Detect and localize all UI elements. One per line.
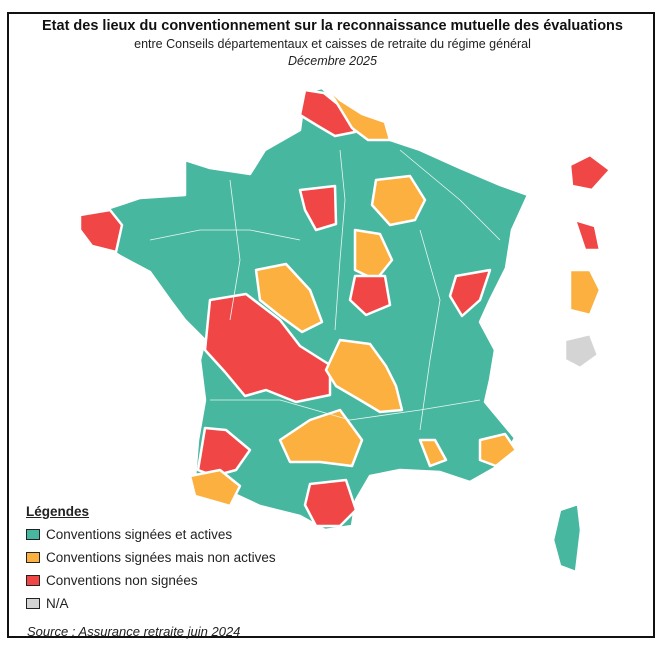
legend-label: N/A [46, 596, 69, 611]
region-poitou [203, 292, 332, 404]
region-vaucluse [418, 438, 448, 468]
region-nievre [348, 274, 392, 317]
region-pas-de-calais-aisne [322, 83, 392, 142]
legend-swatch [26, 529, 40, 540]
map-frame [7, 12, 655, 638]
region-sarthe-loir [254, 262, 324, 334]
region-auvergne [324, 338, 404, 414]
legend-swatch [26, 575, 40, 586]
region-marne-aube [370, 174, 427, 227]
legend-item-signed-active: Conventions signées et actives [26, 523, 276, 546]
region-pyrenees-atlantiques [188, 468, 242, 508]
region-yonne [353, 228, 394, 282]
guadeloupe [568, 153, 612, 192]
region-ile-de-france [298, 184, 338, 232]
region-pyrenees-orientales [303, 478, 358, 528]
region-nord [298, 88, 357, 138]
guyane [568, 268, 602, 317]
region-landes [196, 426, 252, 478]
legend-swatch [26, 552, 40, 563]
region-doubs [448, 268, 492, 318]
region-var-alpes [478, 432, 518, 468]
map-title: Etat des lieux du conventionnement sur l… [42, 18, 623, 34]
legend-label: Conventions signées mais non actives [46, 550, 276, 565]
legend-title: Légendes [26, 504, 90, 519]
source-note: Source : Assurance retraite juin 2024 [27, 624, 241, 639]
legend-label: Conventions signées et actives [46, 527, 233, 542]
legend-swatch [26, 598, 40, 609]
region-finistere [78, 208, 124, 254]
legend-item-signed-inactive: Conventions signées mais non actives [26, 546, 276, 569]
region-lot-tarn [278, 408, 364, 468]
legend-label: Conventions non signées [46, 573, 198, 588]
legend-item-na: N/A [26, 592, 276, 615]
martinique [573, 218, 602, 252]
reunion [563, 332, 600, 370]
legend: Légendes Conventions signées et actives … [26, 504, 276, 615]
corsica [551, 502, 583, 574]
legend-item-not-signed: Conventions non signées [26, 569, 276, 592]
map-subtitle: entre Conseils départementaux et caisses… [134, 37, 531, 51]
map-date: Décembre 2025 [288, 54, 377, 68]
